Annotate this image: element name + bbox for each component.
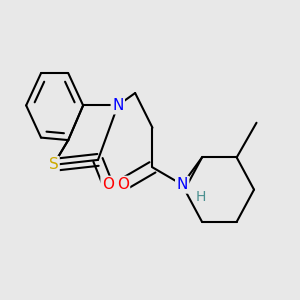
Text: O: O: [117, 177, 129, 192]
Text: N: N: [176, 177, 188, 192]
Text: O: O: [102, 177, 114, 192]
Text: S: S: [49, 158, 58, 172]
Text: H: H: [196, 190, 206, 204]
Text: N: N: [112, 98, 124, 113]
